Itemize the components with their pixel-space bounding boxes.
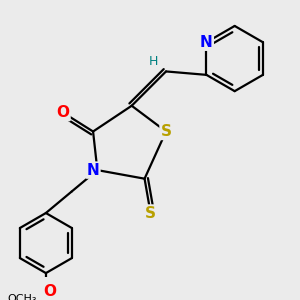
Text: S: S — [145, 206, 156, 220]
Text: O: O — [44, 284, 57, 299]
Text: O: O — [56, 105, 70, 120]
Text: H: H — [148, 55, 158, 68]
Text: S: S — [160, 124, 172, 139]
Text: N: N — [87, 163, 100, 178]
Text: OCH₃: OCH₃ — [7, 294, 37, 300]
Text: N: N — [200, 35, 213, 50]
